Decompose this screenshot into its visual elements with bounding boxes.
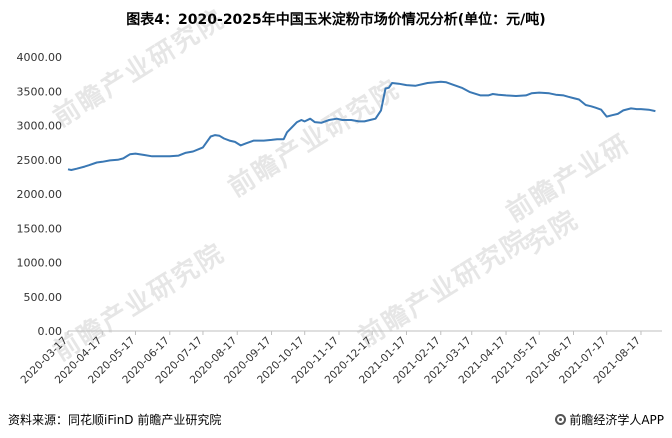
y-tick-label: 3000.00: [17, 120, 63, 133]
series-line: [67, 80, 656, 171]
y-tick-label: 3500.00: [17, 85, 63, 98]
y-tick-label: 0.00: [38, 325, 63, 338]
x-axis: 2020-03-172020-04-172020-05-172020-06-17…: [18, 330, 662, 386]
y-tick-label: 4000.00: [17, 51, 63, 64]
y-tick-label: 2000.00: [17, 188, 63, 201]
brand-logo-icon: [555, 414, 567, 425]
plot-area: [67, 80, 656, 171]
brand-name: 前瞻经济学人APP: [569, 413, 664, 427]
y-tick-label: 1500.00: [17, 222, 63, 235]
y-tick-label: 2500.00: [17, 154, 63, 167]
y-tick-label: 500.00: [24, 291, 63, 304]
y-tick-label: 1000.00: [17, 257, 63, 270]
source-note: 资料来源：同花顺iFinD 前瞻产业研究院: [8, 413, 222, 427]
page-title: 图表4：2020-2025年中国玉米淀粉市场价情况分析(单位：元/吨): [126, 12, 546, 28]
y-axis: 0.00 500.00 1000.00 1500.00 2000.00 2500.00 30…: [17, 51, 63, 338]
brand-credit: 前瞻经济学人APP: [555, 411, 664, 428]
